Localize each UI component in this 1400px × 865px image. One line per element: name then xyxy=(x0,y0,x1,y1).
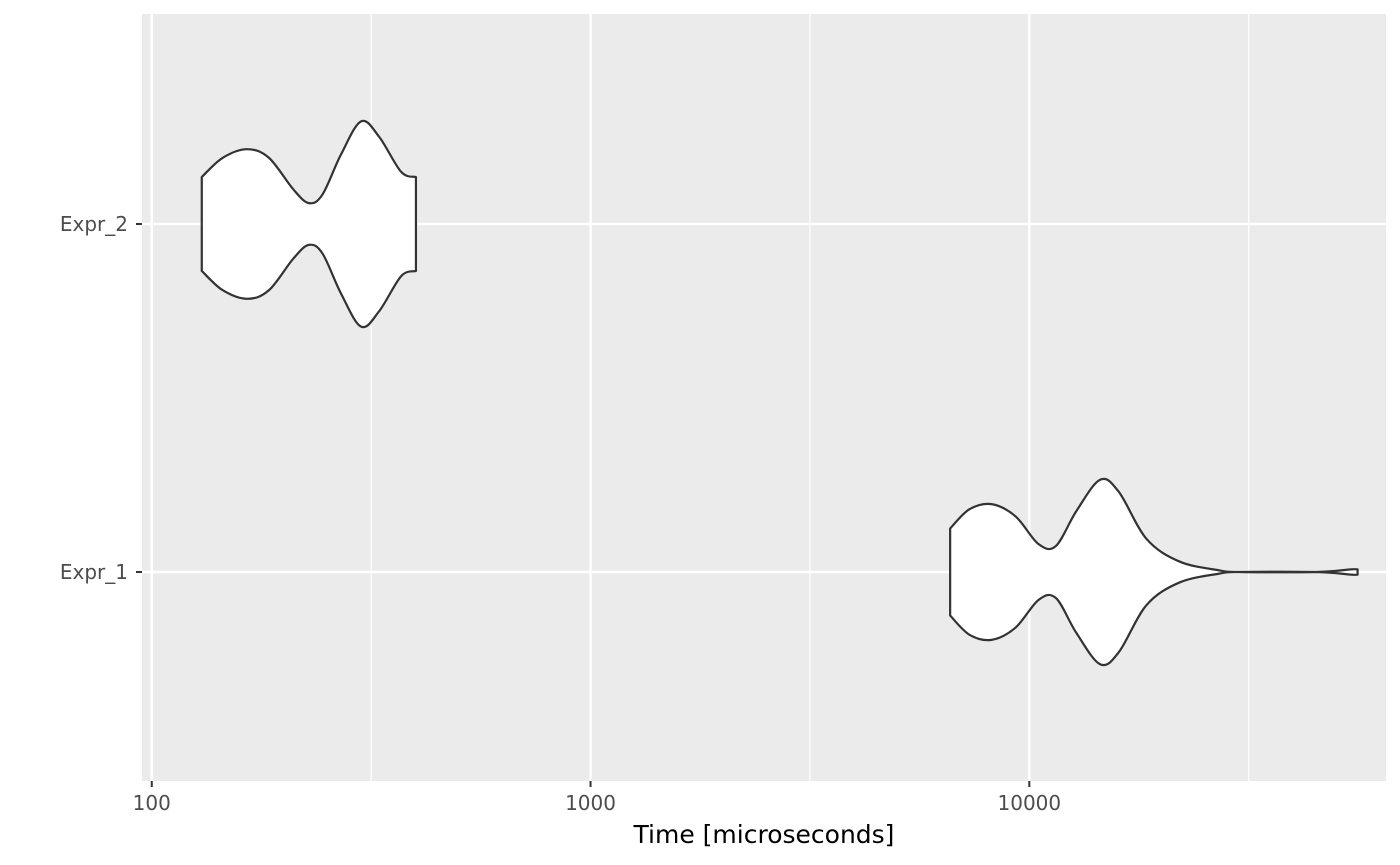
y-tick-label-Expr_1: Expr_1 xyxy=(60,560,128,584)
x-tick-label-10000: 10000 xyxy=(998,791,1062,815)
y-axis: Expr_1 Expr_2 xyxy=(60,212,142,584)
x-tick-label-100: 100 xyxy=(133,791,171,815)
major-gridlines xyxy=(142,14,1386,781)
x-tick-label-1000: 1000 xyxy=(565,791,616,815)
violin-Expr_2 xyxy=(200,119,418,329)
plot-panel xyxy=(142,14,1386,781)
violin-Expr_1 xyxy=(949,477,1359,667)
violins xyxy=(200,119,1359,667)
x-axis: 100 1000 10000 xyxy=(133,781,1061,815)
y-tick-label-Expr_2: Expr_2 xyxy=(60,212,128,236)
x-axis-title: Time [microseconds] xyxy=(633,820,895,849)
